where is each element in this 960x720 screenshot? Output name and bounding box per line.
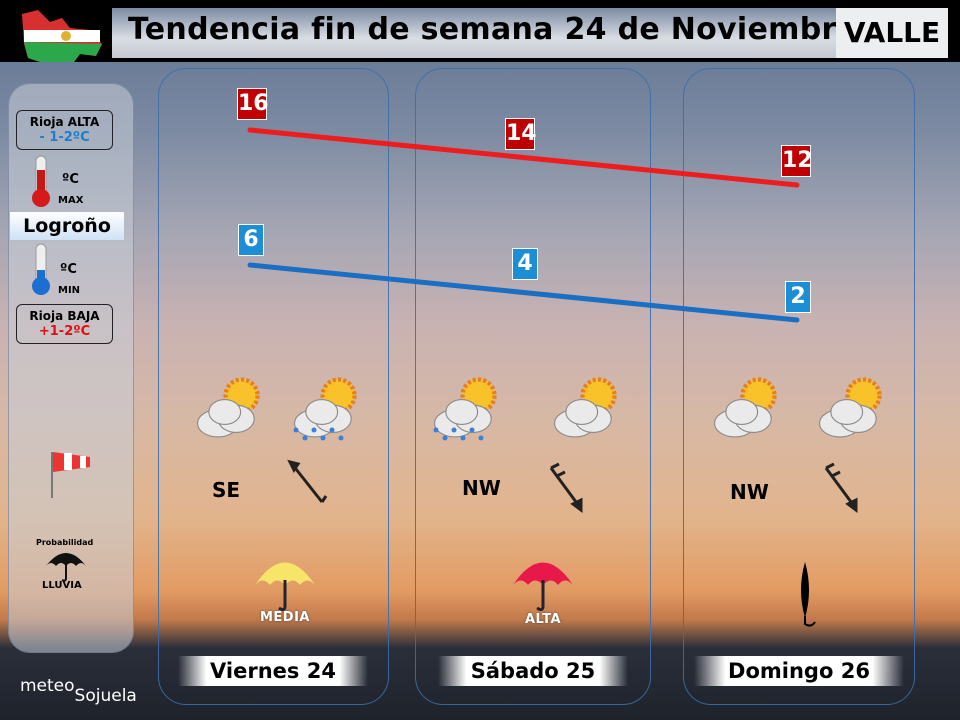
la-rioja-flag-map-logo xyxy=(22,10,102,62)
rioja-baja-box: Rioja BAJA +1-2ºC xyxy=(16,304,113,344)
umbrella-icon xyxy=(255,562,315,612)
wind-arrow-icon xyxy=(287,459,328,503)
rain-probability-title: Probabilidad xyxy=(36,538,94,547)
thermometer-max-icon xyxy=(32,155,50,207)
max-temp-label: 16 xyxy=(237,88,269,120)
thermometer-min-icon xyxy=(32,243,50,295)
storm-rain-icon xyxy=(293,379,355,441)
partly-cloudy-icon xyxy=(713,379,775,438)
rain-probability: MEDIA xyxy=(259,610,310,625)
partly-cloudy-icon xyxy=(196,379,258,438)
legend-icons xyxy=(46,452,90,582)
rioja-alta-box: Rioja ALTA - 1-2ºC xyxy=(16,110,113,150)
partly-cloudy-icon xyxy=(818,379,880,438)
region-label: VALLE xyxy=(836,8,948,58)
brand-logo: meteoSojuela xyxy=(20,676,137,706)
umbrella-icon xyxy=(513,562,573,612)
partly-cloudy-icon xyxy=(553,379,615,438)
city-label: Logroño xyxy=(10,212,124,240)
storm-rain-icon xyxy=(433,379,495,441)
min-label: MIN xyxy=(58,285,81,296)
wind-direction: NW xyxy=(462,476,501,500)
max-temp-label: 14 xyxy=(505,118,537,150)
day-column-viernes xyxy=(158,68,389,705)
umbrella-icon xyxy=(46,553,86,582)
closed-umbrella-icon xyxy=(801,562,816,627)
rain-probability: ALTA xyxy=(524,612,562,627)
page-title: Tendencia fin de semana 24 de Noviembre xyxy=(128,12,858,47)
min-temp-label: 2 xyxy=(785,281,811,313)
day-label: Sábado 25 xyxy=(438,656,628,686)
wind-arrow-icon xyxy=(824,462,858,513)
min-unit: ºC xyxy=(60,262,77,277)
max-temp-label: 12 xyxy=(781,145,813,177)
wind-direction: SE xyxy=(212,478,241,502)
rioja-alta-value: - 1-2ºC xyxy=(39,130,90,145)
rioja-baja-value: +1-2ºC xyxy=(38,324,91,339)
rioja-alta-label: Rioja ALTA xyxy=(29,115,100,129)
max-temperature-line xyxy=(247,127,800,188)
windsock-icon xyxy=(51,452,90,498)
day-label: Domingo 26 xyxy=(694,656,904,686)
title-banner xyxy=(112,8,908,58)
max-label: MAX xyxy=(58,195,84,206)
thermometer-icons xyxy=(32,155,50,295)
rain-probability-label: LLUVIA xyxy=(42,580,82,591)
day-column-sabado xyxy=(415,68,651,705)
max-unit: ºC xyxy=(62,172,79,187)
wind-direction: NW xyxy=(730,480,769,504)
min-temp-label: 4 xyxy=(512,248,538,280)
wind-arrow-icon xyxy=(549,462,583,513)
min-temperature-line xyxy=(247,262,800,323)
rioja-baja-label: Rioja BAJA xyxy=(29,309,100,323)
day-column-domingo xyxy=(683,68,915,705)
min-temp-label: 6 xyxy=(238,224,264,256)
day-label: Viernes 24 xyxy=(178,656,368,686)
